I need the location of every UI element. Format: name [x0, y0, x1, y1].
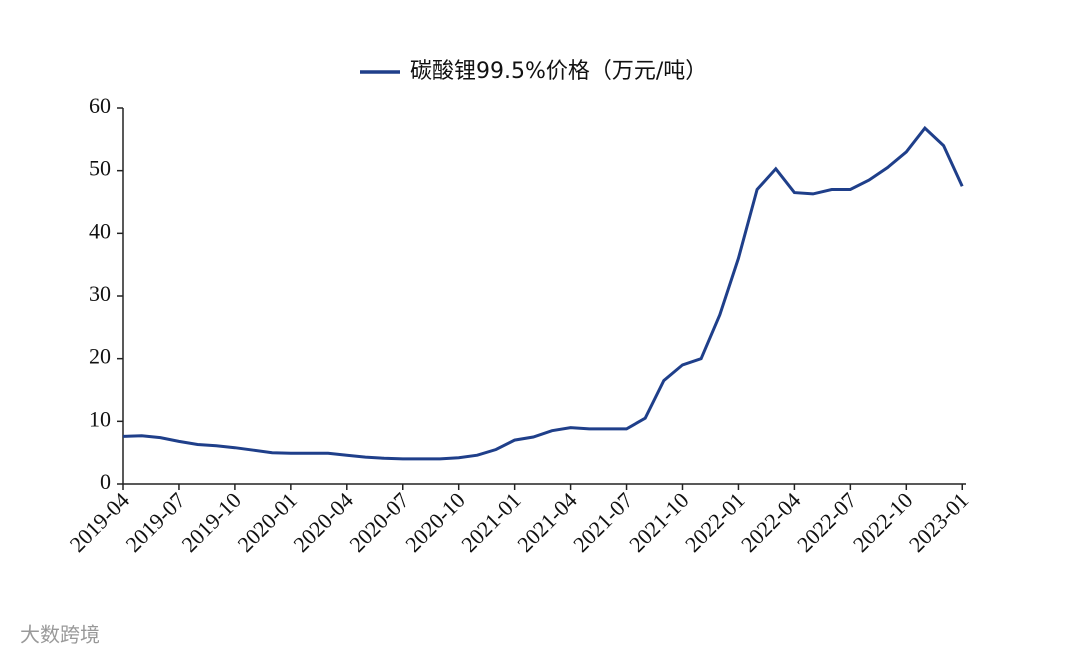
x-tick-label: 2020-07	[344, 487, 414, 557]
x-tick-label: 2021-01	[456, 487, 526, 557]
x-tick-label: 2021-10	[624, 487, 694, 557]
y-tick-label: 60	[89, 93, 111, 118]
x-tick-label: 2022-01	[680, 487, 750, 557]
y-tick-label: 30	[89, 281, 111, 306]
y-tick-label: 50	[89, 156, 111, 181]
y-tick-label: 0	[100, 469, 111, 494]
x-tick-label: 2023-01	[904, 487, 974, 557]
x-tick-label: 2019-07	[121, 487, 191, 557]
y-tick-label: 40	[89, 218, 111, 243]
y-tick-label: 20	[89, 344, 111, 369]
x-tick-label: 2021-04	[512, 487, 582, 557]
watermark: 大数跨境	[20, 623, 100, 647]
x-tick-label: 2020-04	[288, 487, 358, 557]
x-tick-label: 2019-10	[176, 487, 246, 557]
y-tick-label: 10	[89, 406, 111, 431]
x-tick-label: 2022-07	[792, 487, 862, 557]
x-tick-label: 2021-07	[568, 487, 638, 557]
line	[122, 125, 964, 461]
x-tick-label: 2020-10	[400, 487, 470, 557]
x-tick-label: 2022-10	[848, 487, 918, 557]
x-tick-label: 2022-04	[736, 487, 806, 557]
x-tick-label: 2019-04	[65, 487, 135, 557]
legend-label: 碳酸锂99.5%价格（万元/吨）	[410, 59, 707, 84]
x-tick-label: 2020-01	[232, 487, 302, 557]
